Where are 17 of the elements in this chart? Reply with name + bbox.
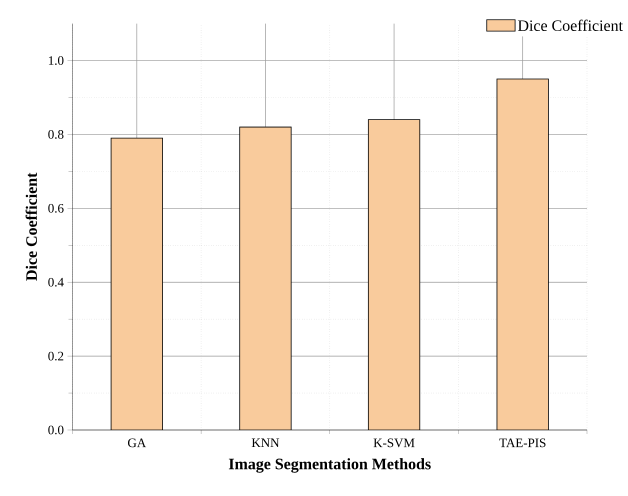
x-tick-label: K-SVM: [374, 438, 415, 448]
bar: [110, 138, 163, 430]
y-tick-label: 0.4: [48, 278, 64, 287]
y-tick-label: 1.0: [48, 56, 64, 65]
y-tick-label: 0.2: [48, 352, 64, 361]
y-tick-label: 0.6: [48, 204, 64, 213]
x-tick-label: KNN: [252, 438, 280, 447]
bar: [496, 78, 549, 430]
x-tick-label: TAE-PIS: [499, 438, 546, 448]
x-axis-title: Image Segmentation Methods: [228, 458, 431, 473]
legend-label: Dice Coefficient: [518, 20, 623, 32]
y-tick-label: 0.8: [48, 130, 64, 139]
y-tick-label: 0.0: [48, 426, 64, 434]
bar: [368, 119, 420, 430]
y-axis-title: Dice Coefficient: [26, 172, 37, 281]
bar: [239, 126, 292, 430]
x-tick-label: GA: [128, 438, 146, 448]
